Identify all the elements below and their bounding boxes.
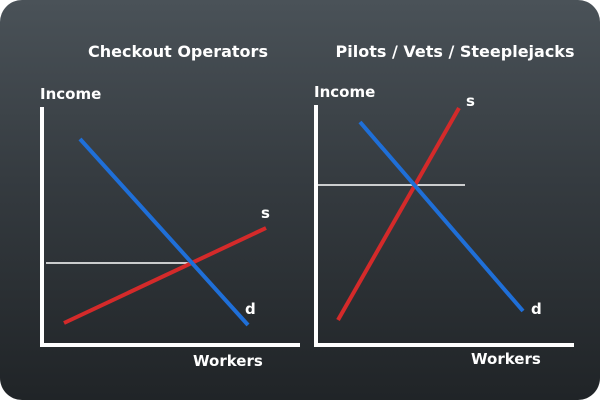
y-axis-label: Income <box>314 83 375 101</box>
demand-label: d <box>531 300 542 318</box>
demand-curve <box>78 137 250 327</box>
x-axis-label: Workers <box>193 352 263 370</box>
demand-curve <box>358 120 525 313</box>
panel-title: Pilots / Vets / Steeplejacks <box>336 42 575 61</box>
panel-title: Checkout Operators <box>88 42 268 61</box>
supply-curve <box>63 226 267 325</box>
supply-label: s <box>261 204 270 222</box>
demand-label: d <box>245 300 256 318</box>
axes <box>40 107 300 347</box>
axes <box>314 105 574 347</box>
supply-label: s <box>466 92 475 110</box>
panel-right: Pilots / Vets / Steeplejacks Income s d … <box>314 42 574 368</box>
y-axis-label: Income <box>40 85 101 103</box>
supply-curve <box>336 107 461 321</box>
x-axis-label: Workers <box>471 350 541 368</box>
panel-left: Checkout Operators Income s d Workers <box>40 42 300 370</box>
